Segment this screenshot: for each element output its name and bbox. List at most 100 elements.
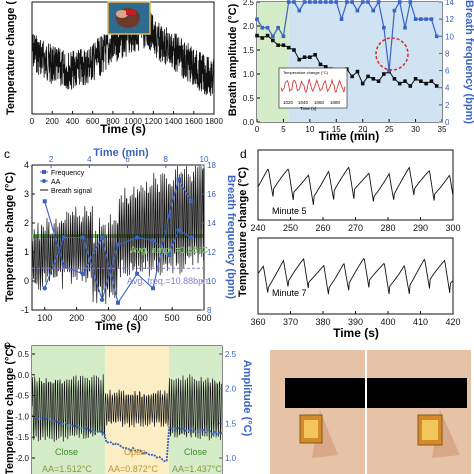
panel-b-frequency-point	[308, 0, 312, 4]
panel-c-ytick-right: 10	[207, 277, 216, 286]
panel-d-xlabel: Time (s)	[333, 326, 379, 340]
panel-b-frequency-point	[265, 25, 270, 30]
panel-d-xtick: 290	[413, 223, 428, 233]
panel-b-xtick: 30	[411, 125, 420, 134]
panel-b-frequency-point	[281, 34, 286, 39]
panel-b-frequency-point	[286, 0, 291, 4]
panel-b-ytick: 0.5	[243, 94, 255, 103]
panel-b-xtick: 25	[385, 125, 394, 134]
panel-c-xtick-top: 10	[200, 155, 209, 164]
panel-a-xtick: 0	[30, 117, 35, 126]
panel-e-ylabel: Temperature change (°C)	[4, 345, 16, 474]
panel-b-amplitude-point	[413, 77, 418, 81]
panel-c-aa-point	[176, 228, 181, 233]
panel-b-amplitude-point	[350, 74, 354, 79]
panel-c-legend-frequency-marker	[42, 170, 46, 174]
panel-b-inset-xlabel: Time (s)	[300, 106, 317, 111]
panel-c-xtick: 300	[101, 313, 116, 323]
panel-b-xtick: 35	[438, 125, 447, 134]
panel-b-ytick: 2.0	[243, 22, 255, 31]
panel-c-aa-point	[99, 297, 105, 303]
panel-b-frequency-point	[292, 0, 296, 4]
panel-b-amplitude-point	[318, 62, 323, 67]
panel-e-ytick: 0.5	[18, 350, 30, 359]
panel-b-frequency-point	[392, 8, 397, 13]
panel-e-ytick: -2.0	[15, 454, 29, 463]
panel-b-frequency-point	[382, 25, 386, 30]
panel-e-ytick: -1.0	[15, 412, 29, 421]
panel-b-frequency-point	[318, 0, 323, 4]
panel-c-ytick-right: 8	[207, 306, 212, 315]
panel-e-ylabel-right: Amplitude (°C)	[241, 360, 253, 437]
panel-e-ytick: 0.0	[18, 371, 30, 380]
panel-b-frequency-point	[419, 17, 423, 21]
panel-e-chart: e 0.5 0.0 -0.5 -1.0 -1.5 -2.0 2.5 2.0 1.5 1.0 Clo…	[4, 338, 253, 474]
panel-d-ylabel: Temperature change (°C)	[237, 167, 249, 297]
panel-b-frequency-point	[345, 0, 349, 4]
panel-b-inset-tick-1: 1040	[298, 100, 309, 105]
panel-a-signal-line	[31, 10, 215, 96]
panel-d-xtick: 370	[283, 317, 298, 327]
panel-b-frequency-point	[413, 17, 418, 21]
panel-c-aa-line	[44, 229, 192, 302]
panel-c-aa-point	[134, 235, 140, 240]
panel-a-xtick: 600	[86, 117, 100, 126]
panel-c-ytick: 3	[24, 189, 29, 199]
panel-b-frequency-point	[271, 34, 275, 39]
panel-b-ytick-right: 8	[445, 49, 450, 58]
panel-c-label: c	[4, 147, 10, 161]
panel-b-frequency-point	[397, 0, 402, 4]
panel-b-inset-tick-3: 1080	[330, 100, 341, 105]
panel-b-amplitude-point	[392, 77, 397, 81]
panel-b-amplitude-point	[429, 79, 434, 83]
panel-b-frequency-point	[387, 68, 391, 73]
panel-b-frequency-point	[376, 0, 381, 4]
panel-b-amplitude-point	[403, 79, 407, 83]
panel-b-frequency-point	[339, 17, 344, 21]
panel-b-amplitude-point	[302, 55, 307, 59]
panel-c-aa-point	[166, 252, 172, 258]
panel-b-ytick-right: 0	[445, 118, 450, 127]
panel-c-xtick-top: 4	[87, 155, 92, 164]
panel-b-amplitude-point	[281, 43, 286, 47]
panel-c-xtick: 200	[69, 313, 84, 323]
panel-b-frequency-point	[403, 25, 407, 30]
panel-d-xtick: 260	[315, 223, 330, 233]
panel-c-frequency-point	[151, 286, 156, 291]
panel-c-aa-point	[80, 235, 86, 240]
panel-b-chart: 1020 1040 1060 1080 Time (s) Temperature…	[227, 0, 474, 143]
panel-b-inset-tick-0: 1020	[283, 100, 294, 105]
panel-c-xtick-top: 8	[164, 155, 169, 164]
panel-b-ylabel-right: Breath frequency (bpm)	[463, 0, 474, 124]
panel-b-amplitude-point	[292, 48, 296, 52]
panel-c-xlabel: Time (s)	[95, 319, 141, 333]
panel-d-xtick: 410	[413, 317, 428, 327]
panel-e-ytick: -1.5	[15, 433, 29, 442]
panel-d-xtick: 250	[283, 223, 298, 233]
panel-b-ylabel: Breath amplitude (°C)	[227, 3, 239, 116]
panel-b-inset: 1020 1040 1060 1080 Time (s) Temperature…	[278, 67, 348, 111]
panel-c-frequency-line	[44, 178, 192, 305]
panel-b-frequency-point	[329, 0, 333, 4]
panel-e-aa-1: AA=1.512°C	[42, 464, 92, 474]
panel-b-frequency-point	[260, 25, 265, 30]
panel-b-amplitude-point	[286, 45, 291, 50]
panel-e-region-label-1: Close	[55, 447, 78, 457]
panel-d2-signal	[257, 257, 454, 295]
panel-c-aa-point	[42, 286, 47, 291]
panel-c-aa-point	[150, 238, 156, 243]
panel-b-frequency-point	[366, 0, 370, 4]
panel-c-frequency-point	[135, 271, 140, 276]
panel-d-xtick: 280	[380, 223, 395, 233]
panel-c-xtick-top: 6	[125, 155, 130, 164]
panel-c-ylabel: Temperature change (°C)	[4, 172, 16, 302]
panel-a-inset-photo	[107, 1, 151, 35]
panel-a-xtick: 1400	[165, 117, 183, 126]
panel-b-amplitude-point	[397, 81, 402, 86]
panel-e-aa-3: AA=1.437°C	[172, 464, 222, 474]
panel-c-legend-breath: Breath signal	[51, 188, 92, 195]
panel-e-label: e	[4, 338, 11, 352]
panel-d-xtick: 400	[380, 317, 395, 327]
panel-b-amplitude-point	[276, 43, 280, 47]
